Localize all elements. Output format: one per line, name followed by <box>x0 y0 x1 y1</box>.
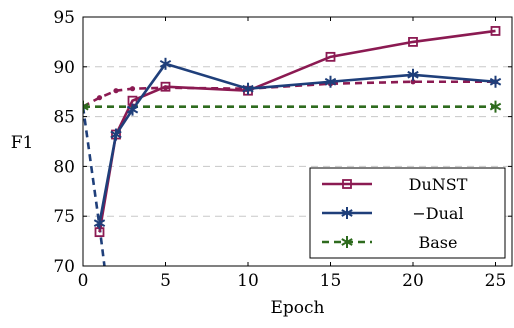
y-tick-label-70: 70 <box>53 257 75 277</box>
series-group <box>83 26 502 266</box>
series-dual-line <box>98 62 496 224</box>
series-dual-point-3 <box>126 103 139 116</box>
legend-marker-dual <box>341 207 353 219</box>
y-axis-label: F1 <box>11 133 34 153</box>
legend-label-dunst: DuNST <box>409 175 468 194</box>
y-tick-label-95: 95 <box>53 8 75 28</box>
y-tick-label-85: 85 <box>53 108 75 128</box>
x-axis-label: Epoch <box>271 298 325 318</box>
series-dual-point-5 <box>159 57 172 70</box>
legend: DuNST −Dual Base <box>309 167 506 259</box>
series-dunst-dashed-point-2 <box>113 88 119 94</box>
legend-entry-dual: −Dual <box>322 204 464 223</box>
legend-entry-base: Base <box>322 233 457 252</box>
series-base-dashed-point-0 <box>83 100 89 113</box>
series-dual-point-10 <box>242 82 254 95</box>
series-dunst-point-5 <box>160 81 171 92</box>
series-base-dashed-point-25 <box>489 100 502 113</box>
legend-entry-dunst: DuNST <box>322 175 468 194</box>
series-dunst-dashed-point-3 <box>129 86 136 92</box>
x-tick-label-10: 10 <box>237 271 259 291</box>
y-tick-label-90: 90 <box>53 58 75 78</box>
series-dual-point-2 <box>110 128 122 141</box>
series-dunst-point-25 <box>490 26 501 36</box>
series-dual-point-1 <box>93 217 106 230</box>
legend-marker-base <box>341 236 353 248</box>
series-dunst-dashed-point-1 <box>96 95 103 101</box>
y-tick-label-80: 80 <box>53 157 75 177</box>
legend-label-base: Base <box>419 233 458 252</box>
legend-marker-dunst <box>342 179 352 189</box>
series-dunst-point-15 <box>325 51 336 62</box>
x-tick-label-25: 25 <box>485 271 507 291</box>
series-dual-point-20 <box>407 68 419 81</box>
legend-label-dual: −Dual <box>412 204 463 223</box>
plot-frame <box>82 16 513 267</box>
x-tick-label-5: 5 <box>160 271 171 291</box>
series-dunst-dashed-point-20 <box>410 79 416 85</box>
x-tick-label-15: 15 <box>320 271 342 291</box>
x-tick-label-0: 0 <box>78 271 89 291</box>
series-dual-point-15 <box>324 75 337 88</box>
series-dual-dashed-line <box>83 106 106 266</box>
y-tick-label-75: 75 <box>53 207 75 227</box>
series-dunst-point-20 <box>408 37 418 47</box>
x-tick-label-20: 20 <box>402 271 424 291</box>
axes: 0 5 10 15 20 25 70 75 80 85 90 95 Epoch F1 <box>11 8 513 318</box>
series-dual-point-25 <box>489 75 502 88</box>
